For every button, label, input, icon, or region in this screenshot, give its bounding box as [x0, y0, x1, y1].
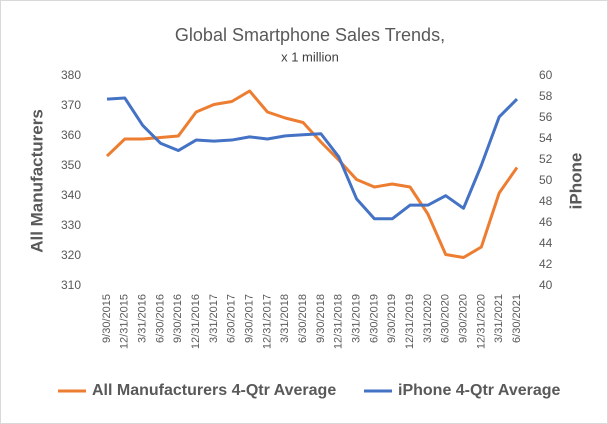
x-tick-label: 12/31/2016: [190, 294, 202, 349]
y-tick-label: 370: [61, 98, 81, 112]
x-tick-label: 6/30/2019: [368, 294, 380, 343]
x-tick-label: 9/30/2020: [457, 294, 469, 343]
y2-tick-label: 60: [539, 68, 553, 82]
x-tick-label: 3/31/2018: [279, 294, 291, 343]
x-tick-label: 12/31/2019: [404, 294, 416, 349]
y-tick-label: 360: [61, 128, 81, 142]
x-tick-label: 3/31/2021: [493, 294, 505, 343]
y2-tick-label: 44: [539, 236, 553, 250]
x-tick-label: 12/31/2017: [261, 294, 273, 349]
x-tick-label: 9/30/2019: [386, 294, 398, 343]
y-tick-label: 310: [61, 278, 81, 292]
x-tick-label: 3/31/2019: [350, 294, 362, 343]
data-line: [105, 89, 519, 259]
y-tick-label: 380: [61, 68, 81, 82]
y2-axis-title: iPhone: [566, 153, 585, 210]
y2-tick-label: 54: [539, 131, 553, 145]
data-line: [106, 96, 519, 221]
chart-title: Global Smartphone Sales Trends,: [175, 25, 445, 45]
y2-tick-label: 50: [539, 173, 553, 187]
y-axis-title: All Manufacturers: [27, 109, 46, 253]
x-tick-label: 6/30/2020: [440, 294, 452, 343]
x-tick-label: 12/31/2020: [475, 294, 487, 349]
x-tick-label: 9/30/2018: [315, 294, 327, 343]
y-tick-label: 320: [61, 248, 81, 262]
y-tick-label: 330: [61, 218, 81, 232]
y2-tick-label: 42: [539, 257, 553, 271]
x-tick-label: 12/31/2015: [119, 294, 131, 349]
x-tick-label: 12/31/2018: [333, 294, 345, 349]
x-tick-label: 9/30/2015: [101, 294, 113, 343]
x-tick-label: 9/30/2017: [244, 294, 256, 343]
y2-tick-label: 46: [539, 215, 553, 229]
x-tick-label: 6/30/2018: [297, 294, 309, 343]
y-tick-label: 350: [61, 158, 81, 172]
x-tick-label: 6/30/2017: [226, 294, 238, 343]
y2-tick-label: 58: [539, 89, 553, 103]
x-tick-label: 3/31/2016: [137, 294, 149, 343]
x-tick-label: 3/31/2017: [208, 294, 220, 343]
chart-subtitle: x 1 million: [281, 49, 339, 64]
y2-tick-label: 40: [539, 278, 553, 292]
x-tick-label: 6/30/2021: [511, 294, 523, 343]
x-tick-label: 9/30/2016: [172, 294, 184, 343]
legend-label: All Manufacturers 4-Qtr Average: [92, 382, 336, 399]
y2-tick-label: 48: [539, 194, 553, 208]
legend-label: iPhone 4-Qtr Average: [398, 382, 561, 399]
x-tick-label: 6/30/2016: [154, 294, 166, 343]
y2-tick-label: 56: [539, 110, 553, 124]
y-tick-label: 340: [61, 188, 81, 202]
x-tick-label: 3/31/2020: [422, 294, 434, 343]
y2-tick-label: 52: [539, 152, 553, 166]
